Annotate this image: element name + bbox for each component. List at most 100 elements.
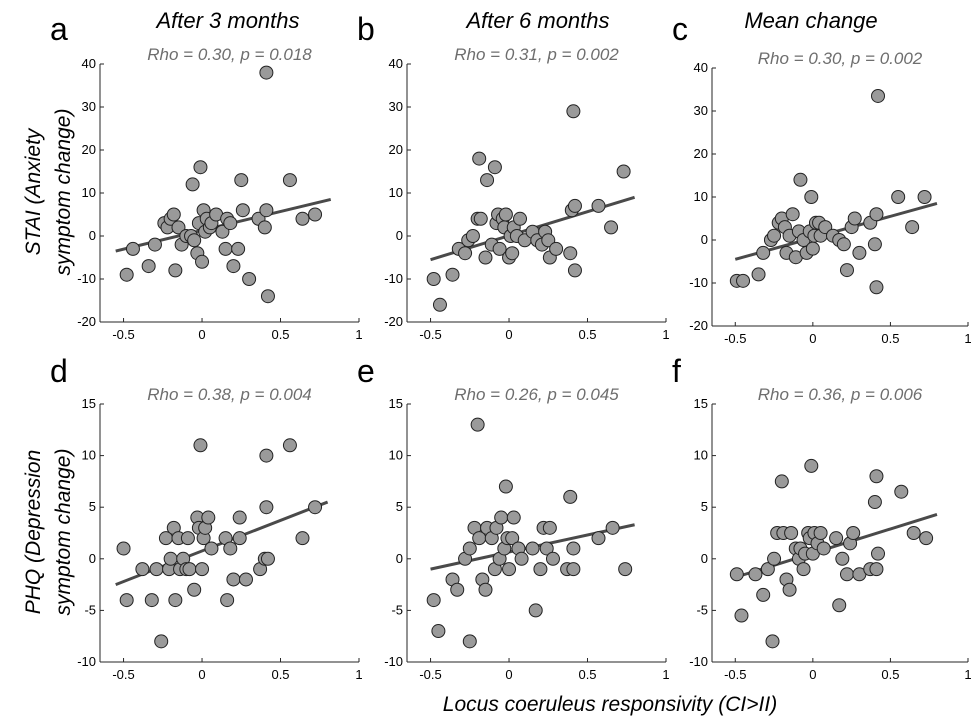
- y-tick-label: 10: [694, 448, 708, 463]
- data-point: [166, 207, 181, 222]
- data-point: [295, 211, 310, 226]
- y-tick-label: 5: [396, 499, 403, 514]
- data-point: [498, 479, 513, 494]
- data-point: [514, 551, 529, 566]
- y-tick-label: 10: [389, 448, 403, 463]
- data-point: [852, 245, 867, 260]
- data-point: [498, 207, 513, 222]
- data-point: [119, 593, 134, 608]
- data-point: [505, 246, 520, 261]
- y-axis-label-phq-line-2: symptom change): [52, 449, 75, 616]
- data-point: [223, 216, 238, 231]
- data-point: [141, 259, 156, 274]
- data-point: [195, 562, 210, 577]
- data-point: [218, 241, 233, 256]
- y-tick-label: 30: [82, 99, 96, 114]
- data-point: [125, 241, 140, 256]
- data-point: [478, 582, 493, 597]
- panel-letter-a: a: [50, 11, 68, 47]
- y-tick-label: -10: [689, 275, 708, 290]
- data-point: [259, 448, 274, 463]
- stat-annotation-d: Rho = 0.38, p = 0.004: [147, 385, 311, 404]
- y-tick-label: -10: [77, 271, 96, 286]
- data-point: [215, 224, 230, 239]
- y-tick-label: 20: [694, 146, 708, 161]
- data-point: [502, 562, 517, 577]
- data-point: [846, 526, 861, 540]
- data-point: [767, 551, 782, 566]
- y-tick-label: 15: [389, 396, 403, 411]
- x-tick-label: 1: [662, 327, 669, 342]
- data-point: [282, 438, 297, 453]
- column-title-after-6-months: After 6 months: [464, 8, 609, 33]
- data-point: [839, 567, 854, 582]
- data-point: [231, 241, 246, 256]
- data-point: [223, 541, 238, 556]
- data-point: [168, 263, 183, 278]
- data-point: [472, 151, 487, 166]
- y-tick-label: -20: [689, 318, 708, 333]
- y-tick-label: 20: [389, 142, 403, 157]
- data-point: [729, 567, 744, 582]
- data-point: [618, 562, 633, 577]
- x-axis-label: Locus coeruleus responsivity (CI>II): [443, 693, 777, 716]
- data-point: [480, 173, 495, 188]
- stat-annotation-e: Rho = 0.26, p = 0.045: [454, 385, 619, 404]
- data-point: [869, 207, 884, 222]
- column-title-after-3-months: After 3 months: [154, 8, 299, 33]
- y-tick-label: 10: [694, 189, 708, 204]
- x-tick-label: 1: [964, 331, 971, 346]
- data-point: [784, 526, 799, 540]
- data-point: [171, 220, 186, 235]
- data-point: [242, 272, 257, 286]
- y-tick-label: 20: [82, 142, 96, 157]
- y-tick-label: 15: [694, 396, 708, 411]
- data-point: [756, 587, 771, 602]
- y-tick-label: 30: [694, 103, 708, 118]
- x-tick-label: 0: [198, 667, 205, 682]
- panel-f: f Rho = 0.36, p = 0.006 -10 -5 0 5 10 15 -0.5 0 0.…: [672, 353, 972, 682]
- y-tick-label: 5: [89, 499, 96, 514]
- data-point: [835, 551, 850, 566]
- stat-annotation-c: Rho = 0.30, p = 0.002: [758, 49, 923, 68]
- data-point: [187, 233, 202, 248]
- panel-d: d Rho = 0.38, p = 0.004 -10 -5 0 5 10 15 -0.5 0 0.…: [50, 353, 363, 682]
- data-point: [832, 598, 847, 613]
- data-point: [431, 624, 446, 639]
- stat-annotation-b: Rho = 0.31, p = 0.002: [454, 45, 619, 64]
- y-tick-label: -10: [77, 654, 96, 669]
- data-point: [847, 211, 862, 226]
- data-point: [195, 254, 210, 269]
- data-point: [473, 211, 488, 226]
- data-point: [180, 531, 195, 546]
- data-point: [871, 546, 886, 561]
- data-point: [445, 267, 460, 282]
- data-point: [201, 510, 216, 525]
- x-tick-label: 0.5: [578, 327, 596, 342]
- data-point: [839, 263, 854, 278]
- data-point: [432, 297, 447, 312]
- data-point: [308, 500, 323, 515]
- data-point: [259, 203, 274, 218]
- data-point: [193, 438, 208, 453]
- y-tick-label: 15: [82, 396, 96, 411]
- data-point: [426, 272, 441, 286]
- data-point: [182, 562, 197, 577]
- data-point: [238, 572, 253, 587]
- data-point: [563, 489, 578, 504]
- data-point: [260, 551, 275, 566]
- data-point: [591, 531, 606, 546]
- y-tick-label: 10: [82, 448, 96, 463]
- data-point: [539, 541, 554, 556]
- data-point: [147, 237, 162, 252]
- data-point: [135, 562, 150, 577]
- data-point: [549, 241, 564, 256]
- x-tick-label: 0: [809, 667, 816, 682]
- data-point: [567, 198, 582, 213]
- data-point: [836, 237, 851, 252]
- data-point: [767, 228, 782, 243]
- data-point: [760, 562, 775, 577]
- data-point: [906, 526, 921, 540]
